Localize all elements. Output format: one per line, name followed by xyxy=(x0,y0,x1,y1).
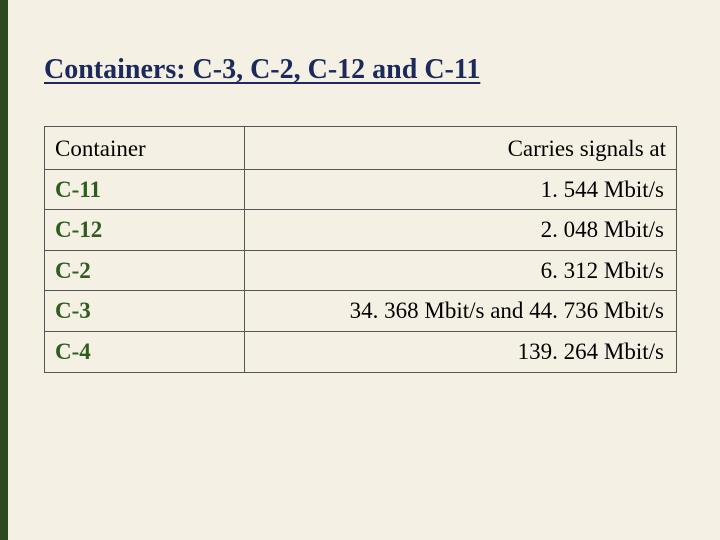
col-header-container: Container xyxy=(45,127,245,170)
cell-label: C-4 xyxy=(45,331,245,372)
table-row: C-4 139. 264 Mbit/s xyxy=(45,331,677,372)
table-row: C-12 2. 048 Mbit/s xyxy=(45,210,677,251)
table-body: C-11 1. 544 Mbit/s C-12 2. 048 Mbit/s C-… xyxy=(45,169,677,372)
col-header-rate: Carries signals at xyxy=(245,127,677,170)
cell-label: C-3 xyxy=(45,291,245,332)
cell-rate: 6. 312 Mbit/s xyxy=(245,250,677,291)
cell-rate: 2. 048 Mbit/s xyxy=(245,210,677,251)
table-row: C-2 6. 312 Mbit/s xyxy=(45,250,677,291)
table-row: C-11 1. 544 Mbit/s xyxy=(45,169,677,210)
cell-label: C-2 xyxy=(45,250,245,291)
table-header-row: Container Carries signals at xyxy=(45,127,677,170)
slide: Containers: C-3, C-2, C-12 and C-11 Cont… xyxy=(0,0,720,540)
page-title: Containers: C-3, C-2, C-12 and C-11 xyxy=(44,54,676,86)
cell-label: C-12 xyxy=(45,210,245,251)
accent-bar xyxy=(0,0,8,540)
cell-rate: 139. 264 Mbit/s xyxy=(245,331,677,372)
cell-rate: 1. 544 Mbit/s xyxy=(245,169,677,210)
table-row: C-3 34. 368 Mbit/s and 44. 736 Mbit/s xyxy=(45,291,677,332)
cell-rate: 34. 368 Mbit/s and 44. 736 Mbit/s xyxy=(245,291,677,332)
containers-table: Container Carries signals at C-11 1. 544… xyxy=(44,126,677,373)
cell-label: C-11 xyxy=(45,169,245,210)
